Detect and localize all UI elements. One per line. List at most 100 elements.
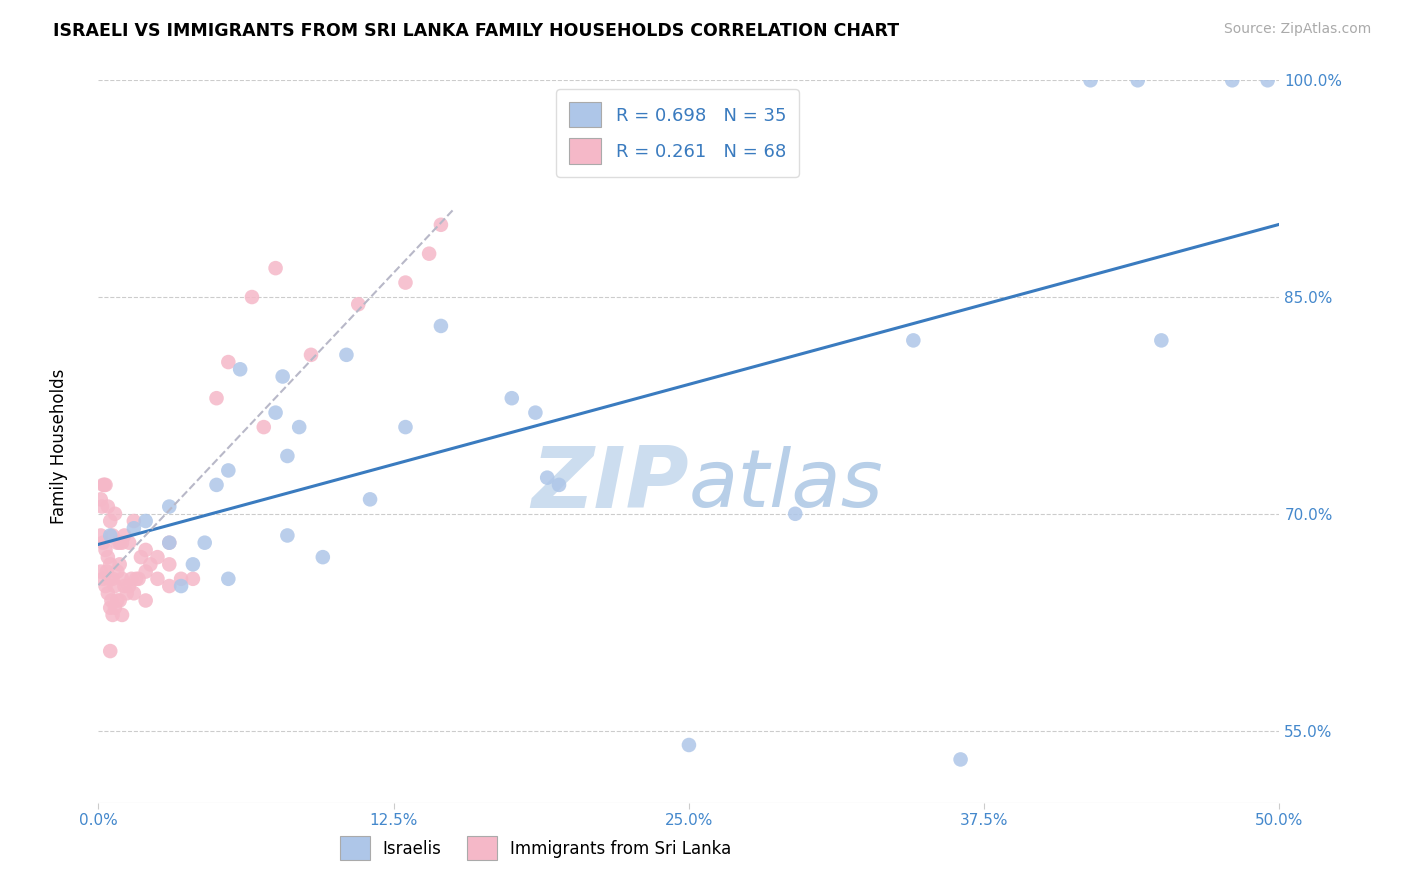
Point bbox=[101, 572, 124, 586]
Point bbox=[276, 528, 298, 542]
Point bbox=[271, 369, 294, 384]
Point bbox=[949, 752, 972, 766]
Point bbox=[312, 550, 335, 565]
Text: ISRAELI VS IMMIGRANTS FROM SRI LANKA FAMILY HOUSEHOLDS CORRELATION CHART: ISRAELI VS IMMIGRANTS FROM SRI LANKA FAM… bbox=[53, 22, 900, 40]
Point bbox=[122, 586, 145, 600]
Point bbox=[135, 565, 157, 579]
Point bbox=[105, 593, 128, 607]
Point bbox=[93, 478, 115, 492]
Point bbox=[98, 514, 121, 528]
Point bbox=[112, 528, 135, 542]
Point bbox=[170, 572, 193, 586]
Point bbox=[105, 565, 128, 579]
Point bbox=[112, 579, 135, 593]
Point bbox=[217, 355, 239, 369]
Point bbox=[217, 572, 239, 586]
Point bbox=[276, 449, 298, 463]
Point bbox=[394, 276, 416, 290]
Point bbox=[96, 565, 118, 579]
Text: ZIP: ZIP bbox=[531, 443, 689, 526]
Point bbox=[91, 535, 114, 549]
Point bbox=[97, 586, 120, 600]
Point bbox=[264, 406, 287, 420]
Point bbox=[394, 420, 416, 434]
Point bbox=[101, 607, 124, 622]
Point bbox=[1257, 73, 1279, 87]
Point bbox=[229, 362, 252, 376]
Point bbox=[299, 348, 322, 362]
Point bbox=[1080, 73, 1102, 87]
Point bbox=[181, 558, 204, 572]
Point bbox=[104, 507, 127, 521]
Point bbox=[157, 500, 180, 514]
Point bbox=[104, 579, 127, 593]
Point bbox=[94, 478, 117, 492]
Point bbox=[335, 348, 357, 362]
Point bbox=[98, 644, 121, 658]
Point bbox=[128, 572, 150, 586]
Point bbox=[501, 391, 523, 405]
Point bbox=[205, 478, 228, 492]
Point bbox=[118, 535, 141, 549]
Point bbox=[194, 535, 217, 549]
Point bbox=[97, 550, 120, 565]
Point bbox=[418, 246, 440, 260]
Point bbox=[91, 478, 114, 492]
Point bbox=[1220, 73, 1243, 87]
Point bbox=[90, 565, 112, 579]
Point bbox=[288, 420, 311, 434]
Point bbox=[135, 514, 157, 528]
Point bbox=[157, 558, 180, 572]
Point bbox=[122, 521, 145, 535]
Point bbox=[139, 558, 162, 572]
Point bbox=[98, 572, 121, 586]
Point bbox=[121, 572, 143, 586]
Point bbox=[111, 535, 134, 549]
Point bbox=[122, 514, 145, 528]
Point bbox=[359, 492, 381, 507]
Text: Source: ZipAtlas.com: Source: ZipAtlas.com bbox=[1223, 22, 1371, 37]
Point bbox=[135, 542, 157, 557]
Text: atlas: atlas bbox=[689, 446, 884, 524]
Legend: Israelis, Immigrants from Sri Lanka: Israelis, Immigrants from Sri Lanka bbox=[333, 830, 738, 867]
Point bbox=[181, 572, 204, 586]
Point bbox=[125, 572, 148, 586]
Point bbox=[240, 290, 263, 304]
Point bbox=[524, 406, 547, 420]
Point bbox=[100, 593, 122, 607]
Point bbox=[105, 535, 128, 549]
Point bbox=[108, 593, 131, 607]
Point bbox=[111, 607, 134, 622]
Point bbox=[785, 507, 807, 521]
Point bbox=[111, 572, 134, 586]
Point bbox=[91, 500, 114, 514]
Point bbox=[90, 492, 112, 507]
Point bbox=[108, 535, 131, 549]
Point bbox=[115, 586, 138, 600]
Point bbox=[347, 297, 370, 311]
Point bbox=[104, 600, 127, 615]
Text: Family Households: Family Households bbox=[51, 368, 67, 524]
Point bbox=[135, 593, 157, 607]
Point bbox=[90, 528, 112, 542]
Point bbox=[129, 550, 152, 565]
Point bbox=[146, 550, 169, 565]
Point bbox=[108, 558, 131, 572]
Point bbox=[430, 318, 453, 333]
Point bbox=[1150, 334, 1173, 348]
Point bbox=[94, 542, 117, 557]
Point bbox=[101, 528, 124, 542]
Point bbox=[170, 579, 193, 593]
Point bbox=[98, 558, 121, 572]
Point bbox=[903, 334, 925, 348]
Point bbox=[146, 572, 169, 586]
Point bbox=[536, 470, 558, 484]
Point bbox=[205, 391, 228, 405]
Point bbox=[118, 579, 141, 593]
Point bbox=[157, 579, 180, 593]
Point bbox=[548, 478, 571, 492]
Point bbox=[98, 528, 121, 542]
Point bbox=[264, 261, 287, 276]
Point bbox=[157, 535, 180, 549]
Point bbox=[430, 218, 453, 232]
